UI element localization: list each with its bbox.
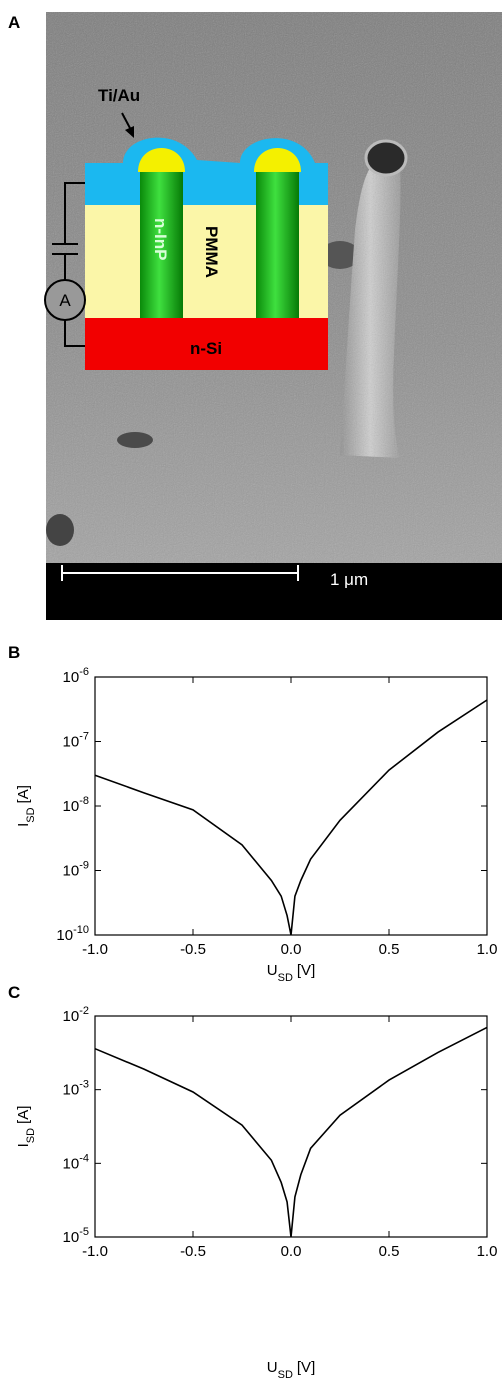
schematic: Ti/Au n-InP PMMA n-Si A: [44, 86, 328, 370]
y-axis-label-sub: SD: [25, 807, 37, 822]
plot-frame: [94, 676, 488, 936]
nanowire-label: n-InP: [151, 218, 170, 261]
x-axis-label-main: U: [267, 1359, 278, 1376]
arrow: [121, 112, 132, 131]
gold-cap: [138, 148, 185, 172]
y-tick-exp: -6: [79, 666, 89, 678]
x-tick-label: 0.0: [281, 1243, 302, 1260]
x-tick-label: 1.0: [477, 941, 498, 958]
y-tick-label: 10-2: [63, 1005, 89, 1025]
gold-cap: [254, 148, 301, 172]
y-tick-label: 10-5: [63, 1226, 89, 1246]
y-tick-base: 10: [63, 734, 80, 751]
x-tick-label: -1.0: [82, 1243, 108, 1260]
y-tick-base: 10: [63, 863, 80, 880]
y-tick-exp: -7: [79, 731, 89, 743]
x-tick-label: -0.5: [180, 1243, 206, 1260]
x-tick-label: -1.0: [82, 941, 108, 958]
x-tick-label: -0.5: [180, 941, 206, 958]
y-tick-base: 10: [63, 1082, 80, 1099]
shadow: [320, 241, 360, 269]
y-tick-exp: -10: [73, 924, 89, 936]
matrix-label: PMMA: [202, 226, 221, 278]
y-tick-exp: -9: [79, 860, 89, 872]
particle: [117, 432, 153, 448]
y-tick-base: 10: [63, 1008, 80, 1025]
x-axis-label-unit: [V]: [297, 962, 315, 979]
y-tick-label: 10-7: [63, 731, 89, 751]
nanowire-pillar: [256, 168, 299, 318]
x-tick-label: 0.0: [281, 941, 302, 958]
arrowhead: [125, 126, 134, 138]
y-tick-label: 10-3: [63, 1079, 89, 1099]
gold-tip: [364, 139, 408, 177]
y-tick-exp: -2: [79, 1005, 89, 1017]
plot-frame: [94, 1015, 488, 1238]
x-axis-label: USD [V]: [267, 962, 315, 984]
y-tick-exp: -4: [79, 1152, 89, 1164]
y-axis-label-unit: [A]: [15, 785, 32, 803]
y-axis-label-main: I: [15, 1143, 32, 1147]
x-tick-label: 0.5: [379, 1243, 400, 1260]
circuit: [52, 182, 85, 347]
panel-label: B: [8, 643, 20, 662]
y-axis-label-unit: [A]: [15, 1106, 32, 1124]
scale-bar-label: 1 μm: [330, 570, 368, 589]
y-tick-label: 10-4: [63, 1152, 89, 1172]
x-tick-label: 0.5: [379, 941, 400, 958]
y-tick-base: 10: [63, 669, 80, 686]
y-tick-label: 10-10: [56, 924, 89, 944]
nanowire-texture: [340, 165, 401, 458]
data-line: [94, 1026, 488, 1238]
nanowire-pillar: [140, 168, 183, 318]
y-tick-label: 10-8: [63, 795, 89, 815]
x-axis-label: USD [V]: [267, 1359, 315, 1381]
y-tick-base: 10: [63, 1155, 80, 1172]
panel-label: C: [8, 983, 20, 1002]
scale-bar-strip: [46, 563, 502, 620]
x-tick-label: 1.0: [477, 1243, 498, 1260]
x-axis-label-sub: SD: [278, 972, 293, 984]
si-substrate: [85, 318, 328, 370]
contact-label: Ti/Au: [98, 86, 140, 105]
panel-label: A: [8, 13, 20, 32]
y-tick-base: 10: [63, 1229, 80, 1246]
y-axis-label-sub: SD: [25, 1128, 37, 1143]
x-axis-label-sub: SD: [278, 1369, 293, 1381]
y-axis-label-main: I: [15, 823, 32, 827]
y-tick-exp: -5: [79, 1226, 89, 1238]
y-tick-base: 10: [56, 927, 73, 944]
y-tick-label: 10-9: [63, 860, 89, 880]
y-tick-exp: -8: [79, 795, 89, 807]
y-tick-exp: -3: [79, 1079, 89, 1091]
data-line: [94, 699, 488, 936]
substrate-label: n-Si: [190, 339, 222, 358]
particle: [46, 514, 74, 546]
y-tick-base: 10: [63, 798, 80, 815]
x-axis-label-main: U: [267, 962, 278, 979]
y-axis-label: ISD [A]: [15, 785, 37, 827]
ammeter-label: A: [59, 291, 71, 310]
y-axis-label: ISD [A]: [15, 1106, 37, 1148]
x-axis-label-unit: [V]: [297, 1359, 315, 1376]
ammeter: [44, 279, 86, 321]
y-tick-label: 10-6: [63, 666, 89, 686]
